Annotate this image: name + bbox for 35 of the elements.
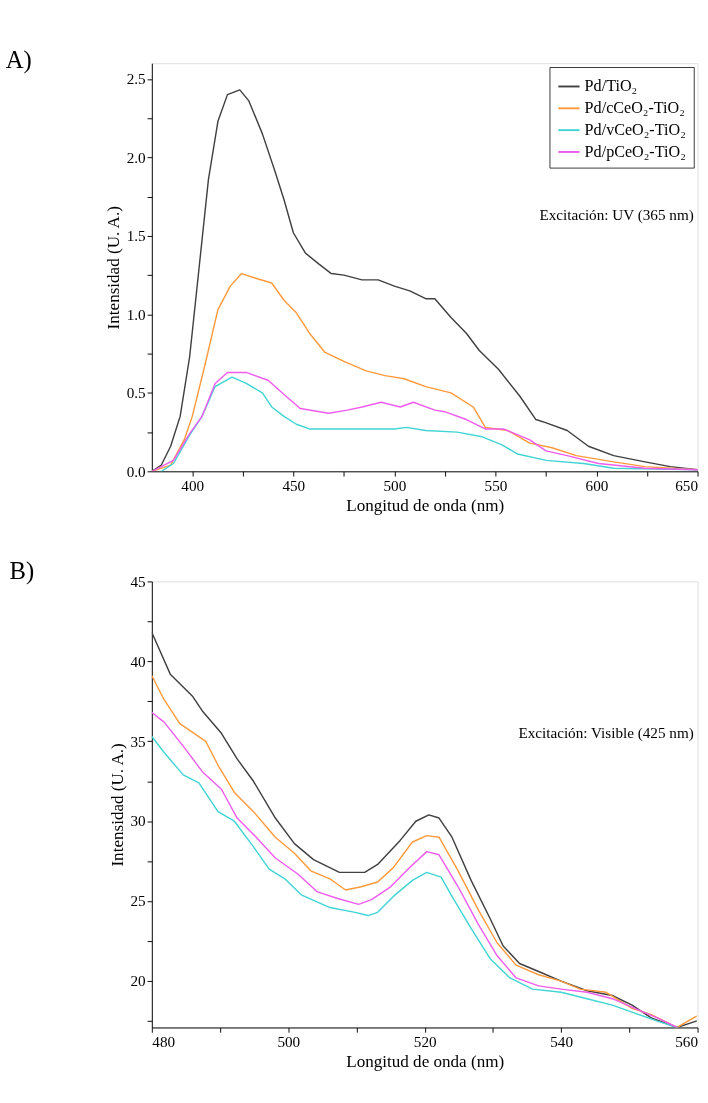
x-tick-label: 650 [675, 476, 699, 494]
x-tick-label: 560 [675, 1032, 699, 1050]
chart-title: A) [5, 45, 32, 74]
y-tick-label: 25 [130, 892, 146, 910]
y-tick-label: 45 [130, 572, 146, 590]
annotation: Excitación: Visible (425 nm) [518, 724, 694, 743]
y-tick-label: 1.5 [126, 227, 146, 245]
y-tick-label: 0.5 [126, 384, 146, 402]
chart-title: B) [9, 556, 35, 585]
x-tick-label: 500 [277, 1032, 301, 1050]
legend-label: Pd/cCeO₂-TiO₂ [584, 99, 685, 117]
y-tick-label: 0.0 [126, 462, 147, 480]
x-tick-label: 550 [484, 476, 508, 494]
y-tick-label: 20 [130, 972, 147, 990]
x-tick-label: 520 [413, 1032, 437, 1050]
x-tick-label: 500 [383, 476, 407, 494]
legend-label: Pd/TiO₂ [584, 77, 638, 95]
y-axis-title: Intensidad (U. A.) [104, 206, 124, 330]
x-tick-label: 480 [152, 1032, 176, 1050]
annotation: Excitación: UV (365 nm) [539, 205, 694, 224]
y-tick-label: 2.5 [126, 70, 146, 88]
x-axis-title: Longitud de onda (nm) [346, 1051, 505, 1071]
x-tick-label: 600 [585, 476, 609, 494]
y-tick-label: 1.0 [126, 305, 147, 323]
y-axis-title: Intensidad (U. A.) [107, 743, 127, 867]
y-tick-label: 30 [130, 812, 147, 830]
x-tick-label: 450 [282, 476, 306, 494]
y-tick-label: 35 [130, 732, 146, 750]
x-axis-title: Longitud de onda (nm) [346, 495, 505, 515]
legend-label: Pd/pCeO₂-TiO₂ [584, 142, 686, 161]
y-tick-label: 40 [130, 652, 147, 670]
x-tick-label: 540 [550, 1032, 574, 1050]
legend-label: Pd/vCeO₂-TiO₂ [584, 120, 686, 138]
y-tick-label: 2.0 [126, 148, 147, 166]
x-tick-label: 400 [181, 476, 205, 494]
